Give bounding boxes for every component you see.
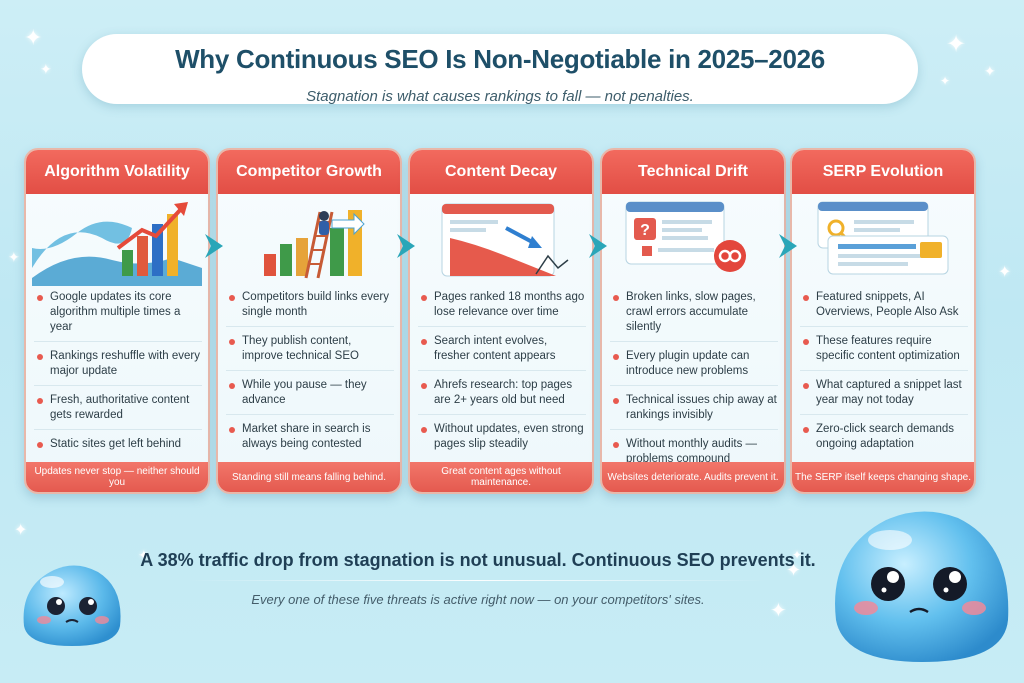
svg-text:?: ? [640, 222, 650, 239]
sparkle-decoration: ✦ [940, 74, 951, 88]
sparkle-decoration: ✦ [946, 30, 967, 58]
list-item: Without updates, even strong pages slip … [418, 422, 586, 458]
card-serp-evolution: SERP Evolution Featured snippets, AI Ove… [790, 148, 976, 494]
sparkle-decoration: ✦ [138, 548, 150, 564]
list-item: Technical issues chip away at rankings i… [610, 393, 778, 430]
list-item: Competitors build links every single mon… [226, 290, 394, 327]
bottom-banner: A 38% traffic drop from stagnation is no… [128, 536, 828, 624]
list-item: Search intent evolves, fresher content a… [418, 334, 586, 371]
ladder-climber-icon [224, 198, 394, 286]
card-title: Competitor Growth [218, 150, 400, 194]
list-item: Every plugin update can introduce new pr… [610, 349, 778, 386]
list-item: Google updates its core algorithm multip… [34, 290, 202, 342]
list-item: Rankings reshuffle with every major upda… [34, 349, 202, 386]
sparkle-decoration: ✦ [14, 520, 28, 539]
list-item: They publish content, improve technical … [226, 334, 394, 371]
list-item: Broken links, slow pages, crawl errors a… [610, 290, 778, 342]
banner-divider [188, 580, 768, 581]
wave-bar-chart-icon [32, 198, 202, 286]
list-item: Static sites get left behind [34, 437, 202, 458]
list-item: Pages ranked 18 months ago lose relevanc… [418, 290, 586, 327]
sparkle-decoration: ✦ [770, 598, 787, 622]
list-item: What captured a snippet last year may no… [800, 378, 968, 415]
chevron-right-icon [205, 234, 223, 258]
banner-subtext: Every one of these five threats is activ… [251, 592, 705, 607]
sparkle-decoration: ✦ [40, 62, 52, 78]
card-content-decay: Content Decay Pages ranked 18 months ago… [408, 148, 594, 494]
broken-link-browser-icon: ? [608, 198, 778, 286]
card-footer: The SERP itself keeps changing shape. [792, 462, 974, 492]
serp-search-icon [798, 198, 968, 286]
list-item: Featured snippets, AI Overviews, People … [800, 290, 968, 327]
title-banner: Why Continuous SEO Is Non-Negotiable in … [82, 34, 918, 105]
card-algorithm-volatility: Algorithm Volatility Google updates its … [24, 148, 210, 494]
card-footer: Websites deteriorate. Audits prevent it. [602, 462, 784, 492]
card-title: Content Decay [410, 150, 592, 194]
list-item: While you pause — they advance [226, 378, 394, 415]
card-footer: Standing still means falling behind. [218, 462, 400, 492]
card-technical-drift: Technical Drift ? Broken links, slow pag… [600, 148, 786, 494]
list-item: Ahrefs research: top pages are 2+ years … [418, 378, 586, 415]
chevron-right-icon [779, 234, 797, 258]
page-subtitle: Stagnation is what causes rankings to fa… [306, 88, 694, 105]
card-competitor-growth: Competitor Growth Competitors build link… [216, 148, 402, 494]
list-item: Fresh, authoritative content gets reward… [34, 393, 202, 430]
declining-page-icon [416, 198, 586, 286]
chevron-right-icon [397, 234, 415, 258]
card-title: Algorithm Volatility [26, 150, 208, 194]
sparkle-decoration: ✦ [984, 64, 996, 80]
list-item: These features require specific content … [800, 334, 968, 371]
sparkle-decoration: ✦ [792, 548, 803, 562]
banner-headline: A 38% traffic drop from stagnation is no… [140, 550, 816, 570]
card-footer: Great content ages without maintenance. [410, 462, 592, 492]
list-item: Market share in search is always being c… [226, 422, 394, 458]
page-title: Why Continuous SEO Is Non-Negotiable in … [175, 44, 825, 74]
list-item: Zero-click search demands ongoing adapta… [800, 422, 968, 458]
sparkle-decoration: ✦ [998, 262, 1012, 281]
blob-mascot-large-icon [835, 511, 1009, 662]
card-title: Technical Drift [602, 150, 784, 194]
card-title: SERP Evolution [792, 150, 974, 194]
sparkle-decoration: ✦ [786, 560, 802, 581]
blob-mascot-small-icon [23, 565, 121, 646]
card-footer: Updates never stop — neither should you [26, 462, 208, 492]
sparkle-decoration: ✦ [8, 250, 20, 266]
chevron-right-icon [589, 234, 607, 258]
sparkle-decoration: ✦ [24, 26, 43, 51]
